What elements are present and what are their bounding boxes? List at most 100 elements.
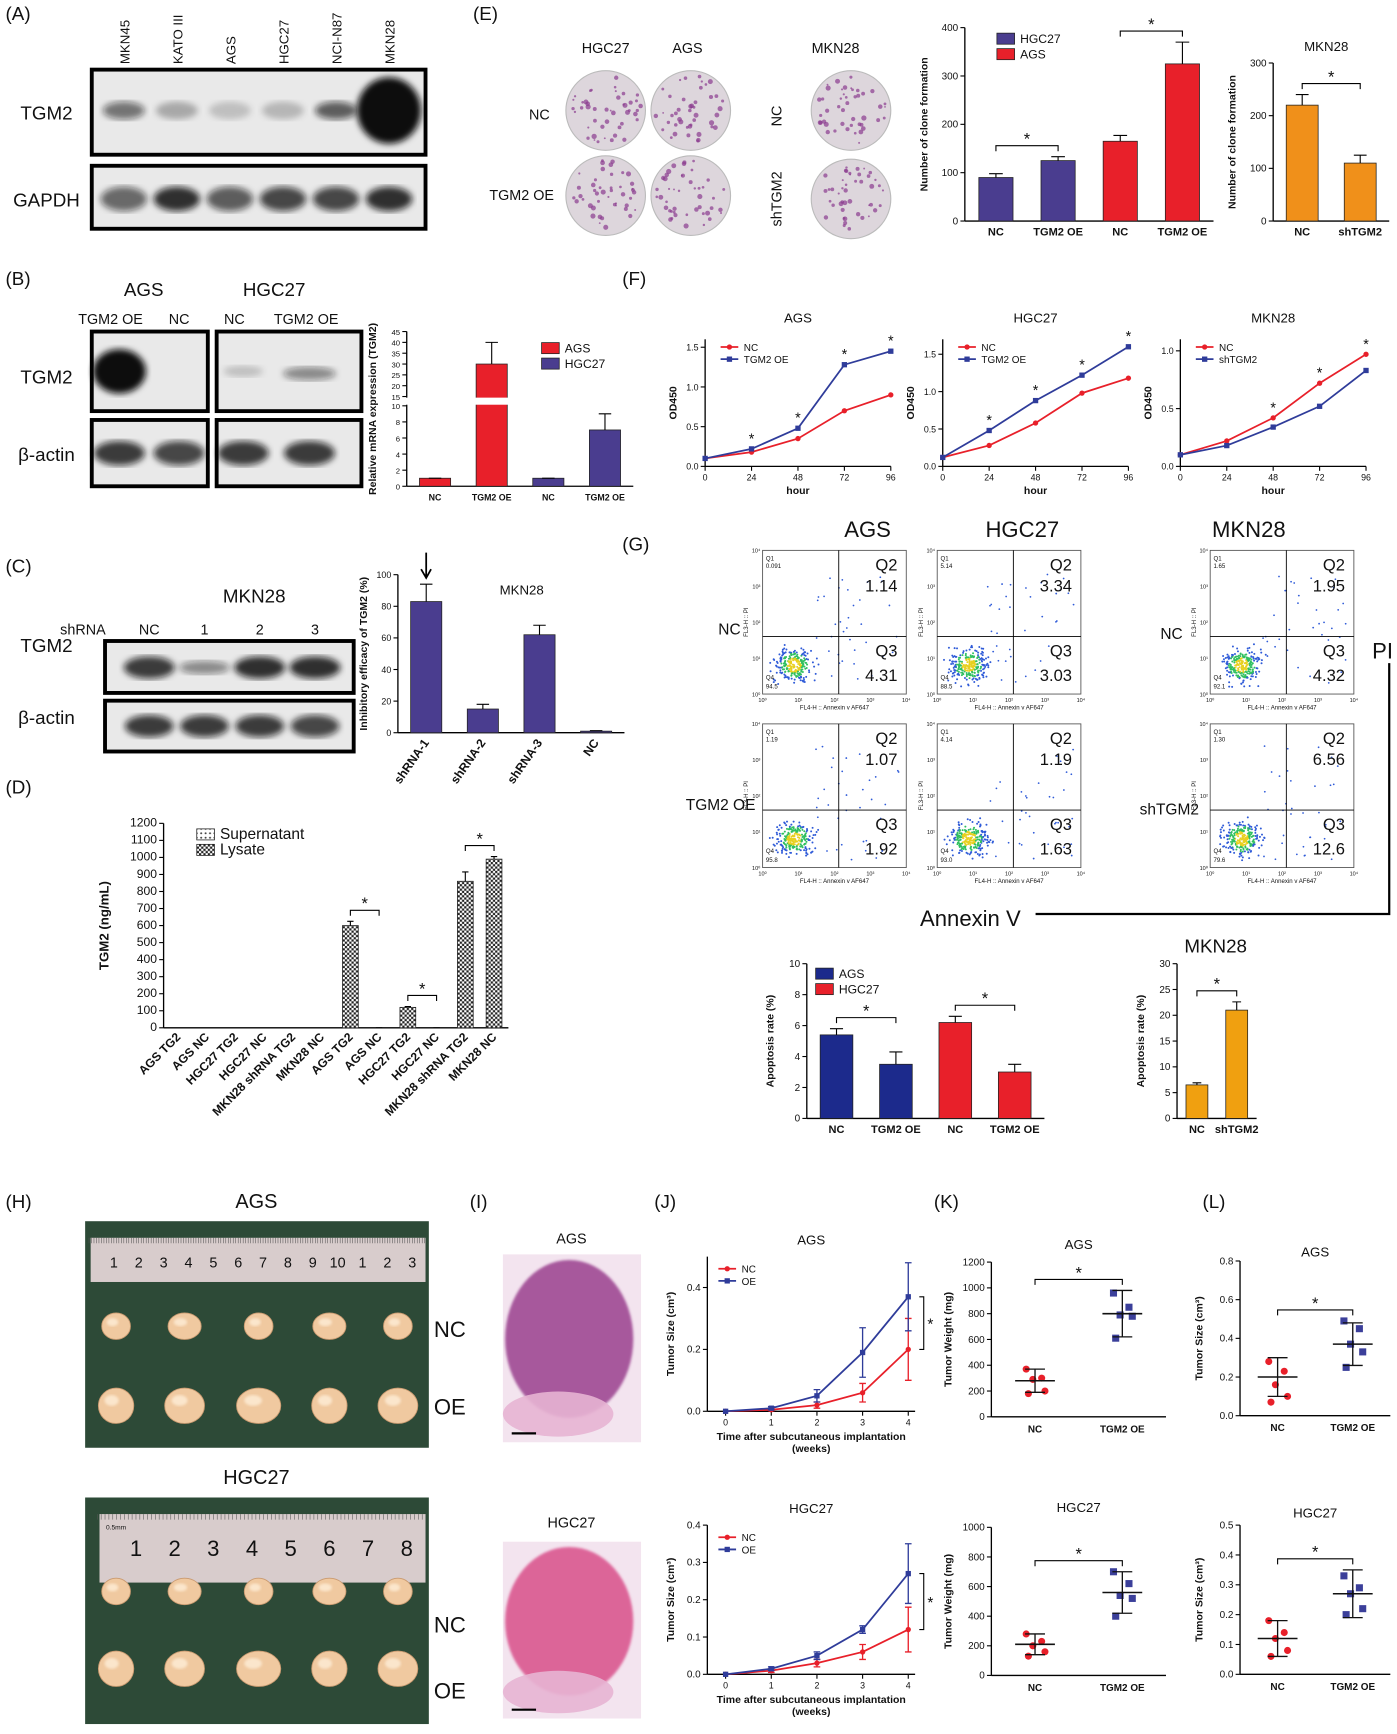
quadrant-label: Q1 — [941, 730, 950, 736]
colony — [571, 106, 575, 111]
tumor — [97, 1387, 135, 1424]
y-tick-label: 0.0 — [687, 1407, 701, 1418]
axis-tick-label: 10⁴ — [926, 721, 935, 728]
x-tick-label: TGM2 OE — [990, 1124, 1040, 1136]
event-dot — [975, 830, 978, 833]
event-dot — [841, 660, 844, 663]
event-dot — [1239, 672, 1242, 675]
axis-tick-label: 10³ — [1314, 698, 1322, 704]
event-dot — [776, 851, 779, 854]
event-dot — [1238, 821, 1241, 824]
event-dot — [1260, 662, 1263, 665]
event-dot — [980, 666, 983, 669]
event-dot — [777, 840, 780, 843]
row-label: NC — [718, 621, 740, 638]
event-dot — [868, 779, 871, 782]
event-dot — [803, 837, 806, 840]
event-dot — [1246, 676, 1249, 679]
tumor — [377, 1387, 419, 1424]
event-dot — [957, 658, 960, 661]
event-dot — [976, 674, 979, 677]
event-dot — [1241, 829, 1244, 832]
axis-tick-label: 10⁴ — [1199, 721, 1208, 728]
x-tick-label: 4 — [906, 1418, 911, 1428]
event-dot — [776, 838, 779, 841]
colony — [592, 107, 597, 111]
event-dot — [981, 654, 984, 657]
event-dot — [1237, 832, 1240, 835]
event-dot — [1242, 839, 1245, 842]
event-dot — [781, 654, 784, 657]
event-dot — [951, 672, 954, 675]
colony — [634, 99, 638, 103]
event-dot — [881, 849, 883, 852]
significance: * — [1312, 1294, 1319, 1313]
marker — [724, 1278, 730, 1284]
y-tick-label: 0.3 — [1220, 1580, 1234, 1591]
event-dot — [965, 658, 968, 661]
tumor-highlight — [171, 1658, 188, 1669]
ruler-number: 8 — [284, 1256, 292, 1272]
quadrant-label: Q1 — [941, 556, 950, 562]
tumor-highlight — [317, 1395, 333, 1406]
colony — [868, 170, 873, 175]
colony — [845, 166, 848, 169]
bar — [342, 925, 359, 1029]
marker — [726, 356, 733, 362]
quadrant-value: 88.5 — [941, 685, 953, 691]
axis-tick-label: 10⁰ — [933, 870, 942, 877]
event-dot — [985, 675, 988, 678]
tumor — [101, 1312, 131, 1340]
event-dot — [1032, 831, 1035, 834]
event-dot — [795, 852, 798, 855]
event-dot — [1238, 659, 1241, 662]
colony — [842, 85, 848, 90]
event-dot — [973, 675, 976, 678]
event-dot — [1242, 837, 1245, 840]
marker — [1342, 1363, 1350, 1371]
event-dot — [1223, 836, 1226, 839]
marker — [1355, 1584, 1363, 1592]
event-dot — [1253, 666, 1256, 669]
event-dot — [973, 846, 976, 849]
event-dot — [1293, 582, 1296, 584]
event-dot — [810, 649, 813, 652]
y-tick-label: 1200 — [130, 816, 157, 830]
event-dot — [1246, 847, 1249, 850]
event-dot — [966, 656, 969, 659]
colony — [870, 88, 875, 94]
colony — [635, 108, 639, 113]
x-axis-label: (weeks) — [792, 1444, 830, 1455]
panel-label: (C) — [6, 555, 32, 576]
x-tick-label: 0 — [723, 1418, 728, 1428]
legend-swatch — [196, 843, 215, 856]
event-dot — [780, 656, 783, 659]
event-dot — [983, 658, 986, 661]
y-tick-label: 100 — [377, 570, 392, 580]
event-dot — [785, 667, 788, 670]
event-dot — [783, 656, 786, 659]
event-dot — [1009, 606, 1011, 609]
event-dot — [976, 838, 979, 841]
event-dot — [1344, 659, 1347, 661]
culture-plate — [650, 155, 732, 236]
event-dot — [956, 836, 959, 839]
error-bar — [1295, 94, 1309, 106]
colony — [872, 208, 878, 213]
y-tick-label: 10 — [392, 402, 401, 411]
colony — [825, 129, 830, 135]
significance-bracket — [919, 1573, 925, 1631]
event-dot — [813, 665, 816, 668]
axis-tick-label: 10³ — [752, 584, 760, 590]
event-dot — [790, 674, 793, 677]
event-dot — [801, 828, 804, 831]
event-dot — [799, 829, 801, 832]
channel-label: FL4-H :: Annexin v AF647 — [800, 879, 870, 885]
event-dot — [826, 850, 828, 852]
y-tick-label: 800 — [137, 884, 158, 898]
event-dot — [1332, 783, 1335, 786]
colony — [573, 110, 577, 114]
colony — [690, 168, 694, 172]
event-dot — [976, 678, 978, 681]
event-dot — [976, 822, 979, 825]
